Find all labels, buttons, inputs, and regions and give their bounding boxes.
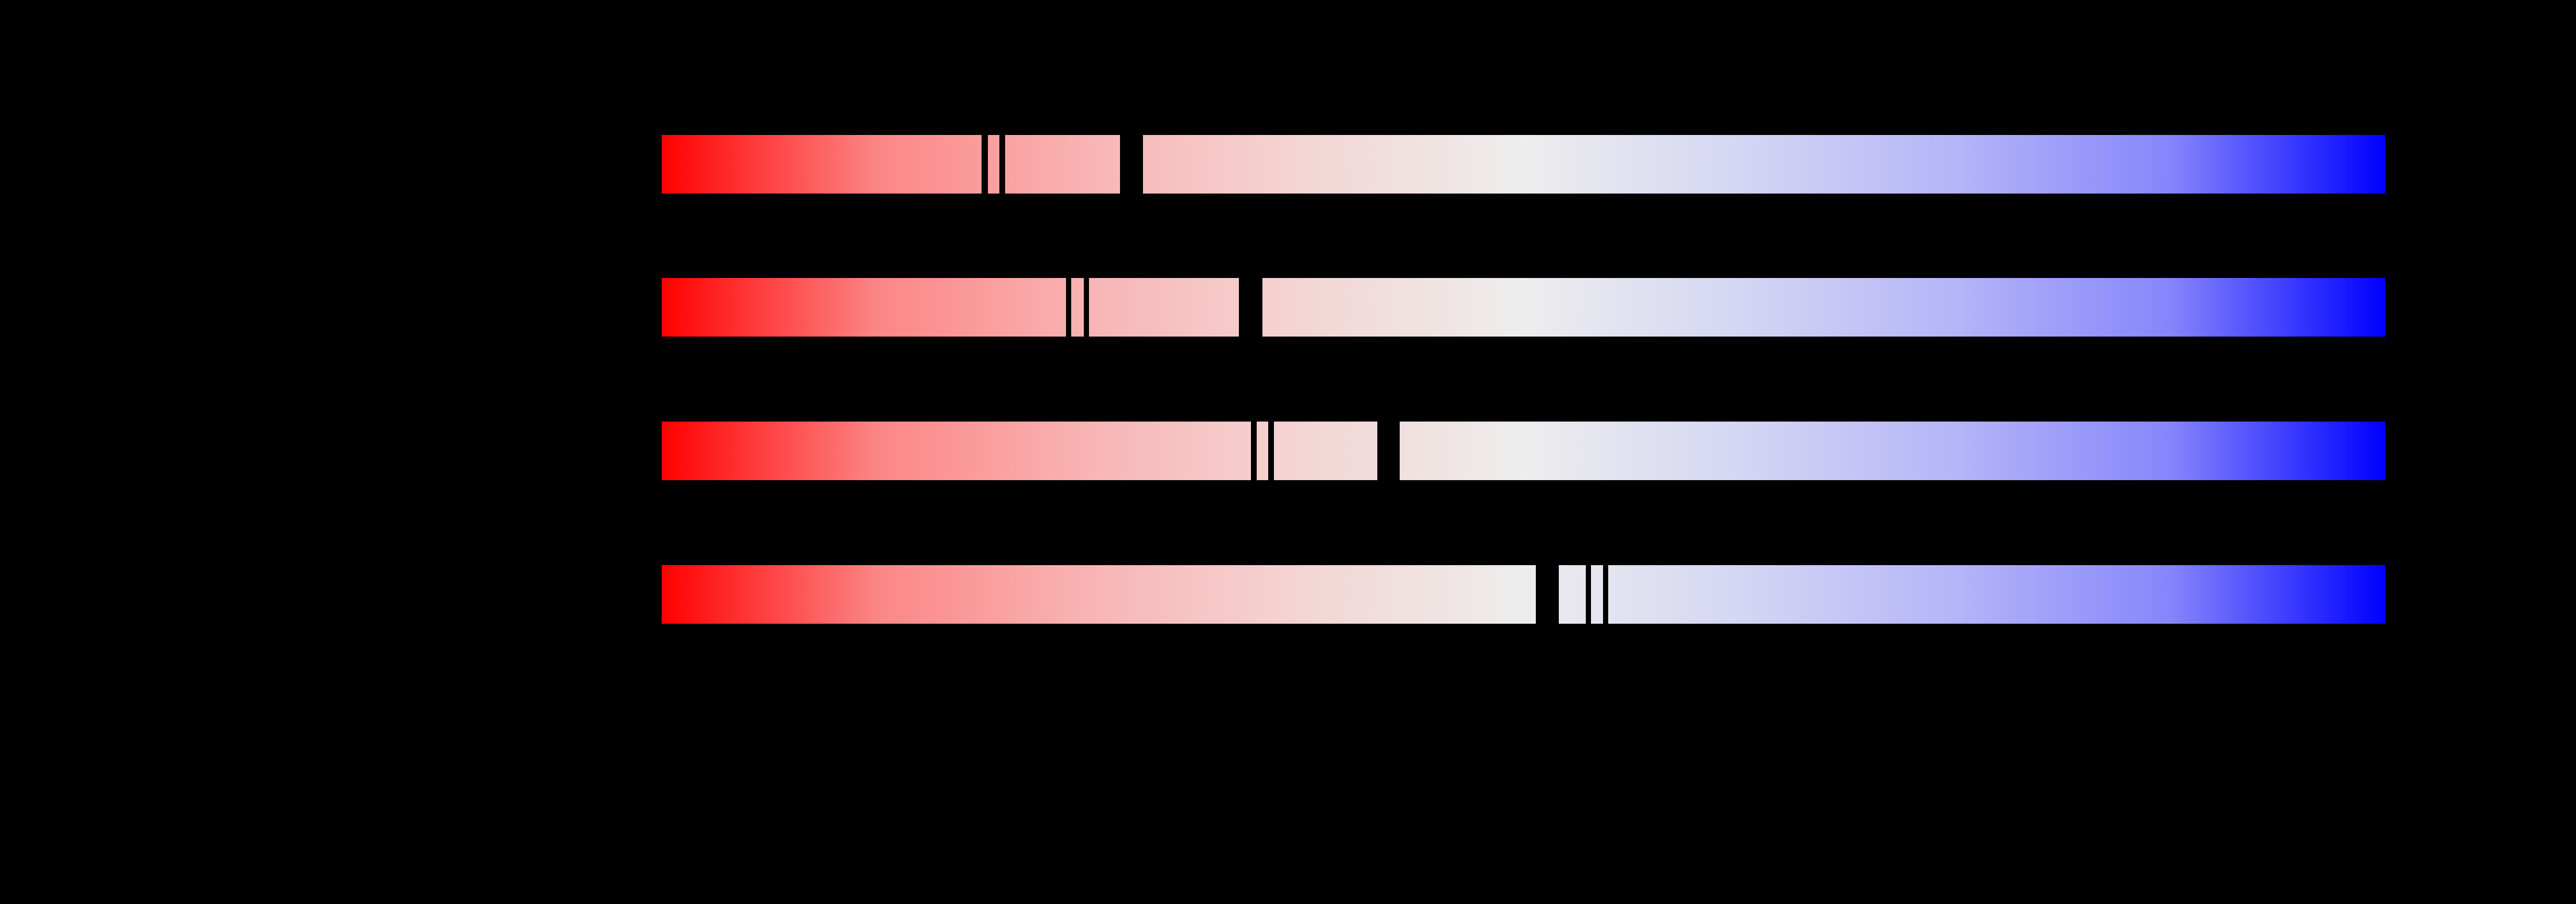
thin-tick-marker-row2-2 [1084, 277, 1089, 337]
thin-tick-marker-row1-1 [982, 134, 988, 194]
gradient-strip-row-3 [662, 421, 2385, 481]
gradient-strip-row-1 [662, 134, 2385, 194]
wide-tick-marker-row2-3 [1239, 277, 1262, 337]
thin-tick-marker-row3-1 [1251, 421, 1257, 481]
wide-tick-marker-row3-3 [1377, 421, 1400, 481]
wide-tick-marker-row1-3 [1120, 134, 1143, 194]
thin-tick-marker-row2-1 [1066, 277, 1071, 337]
thin-tick-marker-row4-3 [1603, 565, 1608, 624]
thin-tick-marker-row1-2 [999, 134, 1005, 194]
thin-tick-marker-row3-2 [1268, 421, 1274, 481]
thin-tick-marker-row4-2 [1586, 565, 1591, 624]
gradient-strip-row-2 [662, 277, 2385, 337]
wide-tick-marker-row4-1 [1536, 565, 1559, 624]
gradient-strip-row-4 [662, 565, 2385, 624]
